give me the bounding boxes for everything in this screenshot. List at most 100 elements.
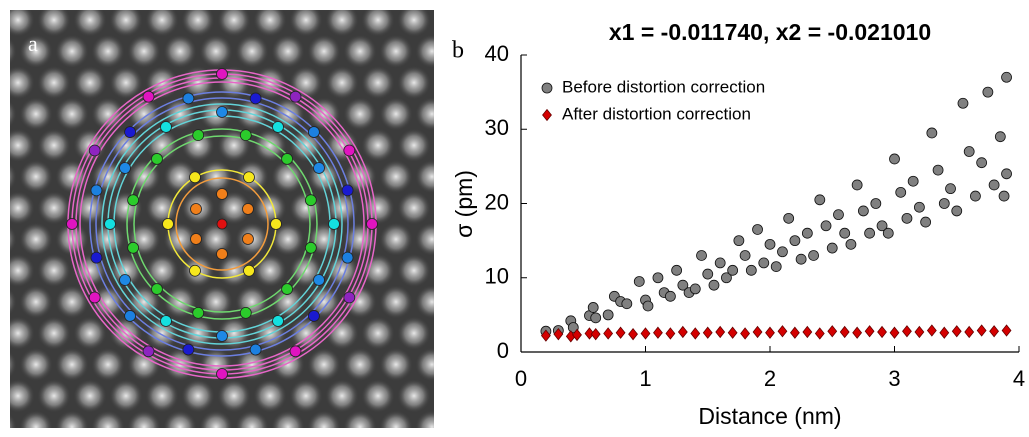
data-point: [690, 327, 701, 340]
atom-column: [10, 350, 17, 379]
data-point: [633, 276, 645, 287]
data-point: [914, 201, 925, 213]
atom-column: [181, 316, 215, 351]
data-point: [963, 146, 975, 157]
atom-column: [199, 96, 233, 131]
atom-marker: [151, 283, 163, 295]
atom-column: [451, 285, 485, 319]
atom-marker: [270, 218, 282, 230]
ring: [89, 91, 355, 357]
atom-column: [451, 348, 485, 382]
data-point: [907, 175, 919, 187]
atom-column: [415, 34, 434, 69]
atom-column: [307, 410, 341, 428]
atom-column: [10, 37, 17, 66]
atom-column: [37, 316, 71, 351]
atom-marker: [162, 218, 174, 230]
atom-column: [109, 65, 143, 100]
data-point: [727, 264, 739, 276]
data-point: [642, 300, 654, 312]
atom-column: [55, 0, 89, 6]
atom-marker: [243, 264, 255, 277]
atom-column: [415, 410, 434, 428]
atom-column: [487, 410, 521, 437]
atom-marker: [66, 218, 78, 230]
atom-marker: [119, 162, 131, 174]
data-point: [770, 261, 782, 273]
data-point: [982, 86, 994, 98]
data-point: [851, 179, 863, 191]
atom-marker: [216, 368, 228, 380]
data-point: [970, 190, 981, 202]
data-point: [665, 327, 676, 340]
data-point: [733, 235, 745, 247]
atom-column: [19, 34, 53, 69]
atom-column: [397, 128, 431, 163]
atom-column: [253, 10, 287, 37]
y-tick-label: 30: [485, 115, 509, 140]
atom-column: [469, 379, 503, 413]
atom-marker: [289, 345, 302, 358]
atom-marker: [366, 218, 378, 230]
atom-marker: [272, 121, 284, 133]
atom-column: [19, 0, 53, 6]
atom-column: [145, 128, 179, 163]
atom-marker: [88, 291, 101, 304]
atom-column: [145, 190, 179, 225]
atom-column: [73, 316, 107, 351]
atom-marker: [182, 343, 195, 356]
data-point: [951, 325, 962, 338]
atom-column: [127, 347, 161, 382]
atom-column: [343, 34, 377, 69]
data-point: [602, 309, 614, 321]
atom-column: [217, 253, 251, 288]
atom-marker: [119, 274, 131, 286]
data-point: [814, 327, 825, 340]
data-point: [801, 227, 813, 239]
atom-marker: [313, 274, 325, 286]
atom-column: [379, 159, 413, 194]
atom-column: [163, 34, 197, 69]
atom-column: [397, 253, 431, 288]
atom-marker: [239, 306, 252, 319]
x-tick-label: 3: [888, 366, 900, 391]
atom-column: [415, 0, 449, 6]
data-point: [708, 279, 720, 291]
atom-column: [19, 159, 53, 194]
atom-column: [379, 410, 413, 428]
data-point: [827, 325, 838, 338]
atom-column: [361, 378, 395, 413]
ring: [133, 135, 311, 313]
y-tick-label: 10: [485, 264, 509, 289]
data-point: [689, 283, 701, 295]
atom-column: [55, 410, 89, 428]
atom-column: [91, 0, 125, 6]
atom-column: [343, 410, 377, 428]
data-point: [876, 220, 888, 232]
micrograph: [10, 0, 521, 437]
atom-column: [145, 10, 179, 37]
data-point: [914, 325, 925, 339]
atom-marker: [192, 306, 205, 319]
atom-column: [307, 34, 341, 69]
atom-column: [379, 0, 413, 6]
x-tick-label: 0: [515, 366, 527, 391]
data-point: [795, 253, 807, 265]
atom-column: [10, 162, 17, 191]
data-point: [777, 325, 788, 338]
atom-column: [109, 10, 143, 37]
atom-column: [379, 347, 413, 382]
atom-marker: [182, 92, 195, 105]
atom-marker: [343, 144, 356, 157]
atom-column: [433, 14, 434, 26]
atom-column: [127, 284, 161, 319]
atom-column: [10, 288, 17, 316]
data-point: [628, 328, 638, 341]
atom-column: [397, 65, 431, 100]
atom-column: [433, 390, 434, 402]
atom-column: [73, 378, 107, 413]
data-point: [665, 290, 676, 302]
atom-column: [19, 410, 53, 428]
atom-marker: [304, 194, 317, 207]
atom-marker: [272, 315, 284, 327]
